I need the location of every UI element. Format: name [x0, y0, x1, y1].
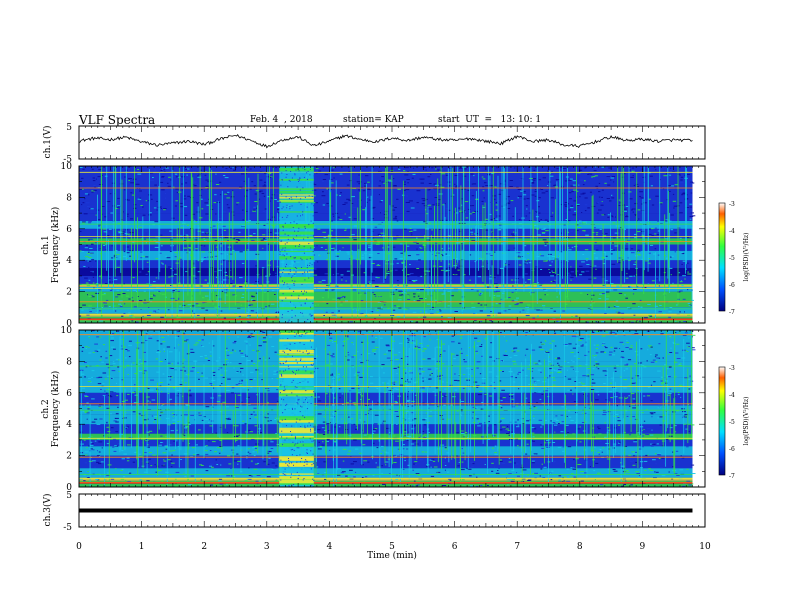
ch1-waveform-line [78, 134, 693, 149]
colorbar-tick-label: -5 [729, 419, 735, 426]
freq-tick-label: 0 [66, 319, 72, 329]
ch2-freq-ylabel: Frequency (kHz) [50, 371, 61, 448]
time-tick-label: 4 [327, 542, 333, 552]
axis-ticks [78, 126, 706, 527]
freq-tick-label: 2 [66, 288, 72, 298]
ch3-ytick-label: -5 [63, 523, 72, 533]
colorbar-tick-label: -3 [729, 201, 735, 208]
time-tick-label: 10 [699, 542, 711, 552]
ch2-freq-ylabel: ch.2 [41, 399, 51, 418]
time-tick-label: 9 [640, 542, 646, 552]
time-tick-label: 2 [201, 542, 207, 552]
ch1-waveform-trace [78, 134, 693, 149]
colorbar-tick-label: -5 [729, 255, 735, 262]
freq-tick-label: 8 [66, 193, 72, 203]
freq-tick-label: 4 [66, 420, 72, 430]
colorbar-tick-label: -4 [729, 392, 735, 399]
freq-tick-label: 0 [66, 483, 72, 493]
chart-title: VLF Spectra [79, 113, 156, 127]
colorbar-label: log(PSD)(V²/Hz) [743, 397, 750, 446]
freq-tick-label: 4 [66, 256, 72, 266]
freq-tick-label: 6 [66, 225, 72, 235]
ch2-spectrogram [79, 330, 705, 487]
colorbar-tick-label: -7 [729, 473, 735, 480]
ch1-spectrogram [79, 166, 705, 323]
time-tick-label: 6 [452, 542, 458, 552]
colorbar-tick-label: -7 [729, 309, 735, 316]
station-label: station= KAP [343, 115, 404, 125]
freq-tick-label: 6 [66, 389, 72, 399]
ch1-freq-ylabel: ch.1 [41, 235, 51, 254]
colorbar-tick-label: -3 [729, 365, 735, 372]
ch1-ytick-label: 5 [66, 123, 72, 133]
time-tick-label: 5 [389, 542, 395, 552]
ch3-ytick-label: 5 [66, 491, 72, 501]
colorbar-tick-label: -6 [729, 446, 735, 453]
ch1-freq-ylabel: Frequency (kHz) [50, 207, 61, 284]
time-axis-label: Time (min) [367, 550, 417, 561]
colorbar-label: log(PSD)(V²/Hz) [743, 233, 750, 282]
freq-tick-label: 10 [61, 326, 73, 336]
ch1-ylabel: ch.1(V) [42, 126, 53, 159]
time-tick-label: 8 [577, 542, 583, 552]
freq-tick-label: 8 [66, 357, 72, 367]
start-time-label: start UT = 13: 10: 1 [438, 115, 542, 125]
ch3-ylabel: ch.3(V) [42, 494, 53, 527]
time-tick-label: 7 [514, 542, 520, 552]
freq-tick-label: 2 [66, 452, 72, 462]
colorbar-labels: -3 -4 -5 -6 -7 log(PSD)(V²/Hz) -3 -4 -5 -6 -7 log(P… [729, 201, 750, 480]
ch1-colorbar [718, 202, 726, 312]
date-label: Feb. 4 , 2018 [250, 115, 313, 125]
ch2-colorbar [718, 366, 726, 476]
time-tick-label: 0 [76, 542, 82, 552]
freq-tick-label: 10 [61, 162, 73, 172]
ch1-ytick-label: -5 [63, 155, 72, 165]
colorbar-tick-label: -4 [729, 228, 735, 235]
time-tick-label: 3 [264, 542, 270, 552]
colorbar-tick-label: -6 [729, 282, 735, 289]
time-tick-label: 1 [139, 542, 145, 552]
